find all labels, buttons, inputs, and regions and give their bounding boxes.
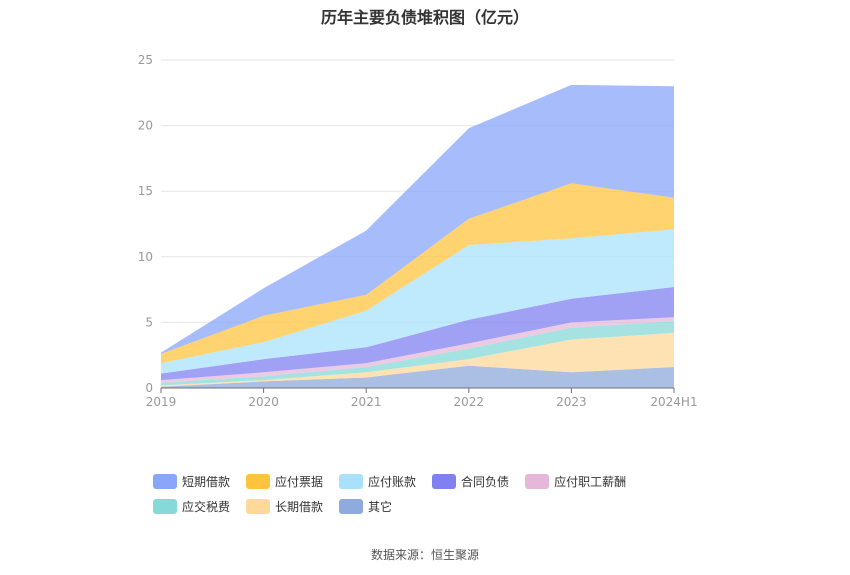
x-tick-label: 2022 (454, 395, 485, 409)
chart-legend: 短期借款 应付票据 应付账款 合同负债 应付职工薪酬应交税费 长期借款 其它 (153, 473, 713, 515)
area-series-7[interactable] (161, 84, 674, 354)
y-tick-label: 20 (138, 119, 153, 133)
area-series-2[interactable] (161, 321, 674, 386)
legend-swatch (432, 474, 457, 489)
legend-label: 合同负债 (461, 475, 510, 489)
x-tick-label: 2024H1 (650, 395, 697, 409)
legend-item[interactable]: 其它 (339, 498, 392, 515)
legend-item[interactable]: 长期借款 (246, 498, 323, 515)
legend-swatch (246, 499, 271, 514)
legend-item[interactable]: 应付职工薪酬 (525, 473, 626, 490)
x-tick-label: 2020 (248, 395, 279, 409)
legend-item[interactable]: 应付账款 (339, 473, 416, 490)
legend-label: 应付票据 (275, 475, 324, 489)
area-series-1[interactable] (161, 332, 674, 387)
legend-swatch (246, 474, 271, 489)
legend-item[interactable]: 应付票据 (246, 473, 323, 490)
legend-swatch (153, 474, 177, 489)
legend-label: 应付职工薪酬 (554, 475, 627, 489)
area-series-3[interactable] (161, 317, 674, 383)
legend-item[interactable]: 合同负债 (432, 473, 509, 490)
legend-swatch (153, 499, 177, 514)
legend-label: 长期借款 (275, 500, 324, 514)
area-series-6[interactable] (161, 183, 674, 364)
area-series-5[interactable] (161, 229, 674, 374)
y-tick-label: 0 (145, 381, 153, 395)
y-tick-label: 25 (138, 53, 153, 67)
legend-swatch (339, 499, 364, 514)
area-series-0[interactable] (161, 365, 674, 388)
chart-title: 历年主要负债堆积图（亿元） (320, 8, 529, 27)
x-tick-label: 2021 (351, 395, 382, 409)
y-tick-label: 15 (138, 184, 153, 198)
legend-swatch (339, 474, 364, 489)
area-layer (161, 84, 674, 388)
data-source: 数据来源：恒生聚源 (370, 548, 479, 562)
legend-label: 短期借款 (182, 475, 231, 489)
y-tick-label: 5 (145, 315, 153, 329)
legend-label: 应付账款 (368, 475, 417, 489)
legend-swatch (525, 474, 550, 489)
legend-label: 应交税费 (182, 500, 231, 514)
x-tick-label: 2019 (146, 395, 177, 409)
axis-layer: 0 5 10 15 20 25 2019 2020 2021 2022 2023 2024H1 (138, 53, 698, 409)
legend-item[interactable]: 短期借款 (153, 473, 230, 490)
y-tick-label: 10 (138, 250, 153, 264)
legend-label: 其它 (368, 500, 393, 514)
x-tick-label: 2023 (556, 395, 587, 409)
legend-item[interactable]: 应交税费 (153, 498, 230, 515)
